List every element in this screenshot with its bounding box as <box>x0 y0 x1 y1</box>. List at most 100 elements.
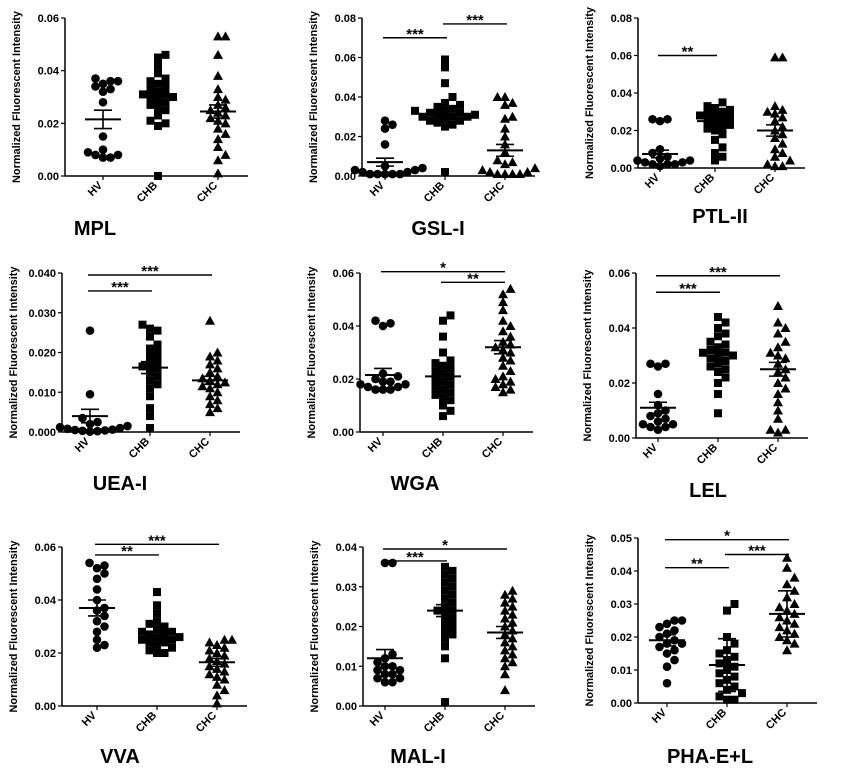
data-point-chc <box>219 674 230 684</box>
x-tick-label: CHC <box>194 710 219 735</box>
data-point-chc <box>490 374 501 383</box>
data-point-hv <box>98 79 108 89</box>
data-point-chb <box>154 53 162 62</box>
data-point-chc <box>773 317 783 327</box>
data-point-hv <box>92 616 102 626</box>
significance-label: *** <box>466 12 484 29</box>
data-point-chc <box>492 169 503 179</box>
data-point-chc <box>507 593 518 603</box>
panel-title: MPL <box>74 218 116 240</box>
data-point-chb <box>418 112 427 121</box>
y-tick-label: 0.04 <box>333 321 355 333</box>
data-point-chb <box>160 638 169 647</box>
data-point-chb <box>153 380 162 389</box>
x-tick-label: CHC <box>755 442 780 467</box>
data-point-chb <box>161 106 170 115</box>
data-point-chb <box>448 93 457 101</box>
data-point-chb <box>146 100 155 109</box>
data-point-chb <box>448 622 457 631</box>
y-tick-label: 0.02 <box>611 632 632 644</box>
data-point-hv <box>106 76 115 86</box>
data-point-chb <box>446 364 455 373</box>
data-point-chb <box>153 588 161 597</box>
data-point-chb <box>441 79 449 88</box>
data-point-chc <box>212 663 222 673</box>
y-tick-label: 0.04 <box>35 595 57 607</box>
data-point-chb <box>441 594 449 603</box>
data-point-chb <box>441 122 449 131</box>
data-point-hv <box>388 120 397 129</box>
data-point-hv <box>373 169 382 179</box>
data-point-chc <box>205 399 215 409</box>
data-point-hv <box>100 561 109 570</box>
data-point-chc <box>204 669 215 679</box>
data-point-chc <box>777 121 788 131</box>
data-point-chb <box>439 361 447 370</box>
y-tick-label: 0.02 <box>335 132 356 144</box>
data-point-chb <box>441 55 449 64</box>
data-point-chb <box>448 598 457 607</box>
x-tick-label: HV <box>650 706 670 726</box>
data-point-hv <box>388 669 397 679</box>
data-point-hv <box>653 417 663 426</box>
y-tick-label: 0.00 <box>611 163 632 175</box>
data-point-chb <box>703 124 712 133</box>
data-point-chb <box>711 135 719 144</box>
data-point-chb <box>138 627 146 636</box>
data-point-chc <box>770 108 780 118</box>
data-point-chc <box>213 134 223 144</box>
data-point-hv <box>677 616 687 625</box>
data-point-chc <box>220 149 231 159</box>
data-point-chc <box>770 52 780 62</box>
data-point-chb <box>146 392 154 401</box>
data-point-hv <box>410 165 420 175</box>
data-point-hv <box>378 321 388 331</box>
data-point-hv <box>371 316 380 326</box>
data-point-chb <box>146 116 155 125</box>
data-point-hv <box>633 156 642 165</box>
y-tick-label: 0.05 <box>611 533 632 545</box>
data-point-chb <box>463 112 472 121</box>
significance-label: *** <box>709 264 727 281</box>
data-point-chc <box>773 427 783 437</box>
data-point-chc <box>212 690 222 700</box>
data-point-chb <box>446 406 455 415</box>
significance-label: *** <box>679 280 697 297</box>
data-point-chc <box>213 70 223 80</box>
data-point-chb <box>439 385 447 394</box>
data-point-chc <box>773 328 783 338</box>
data-point-chc <box>220 110 231 120</box>
data-point-chc <box>507 169 518 179</box>
data-point-chc <box>212 648 222 657</box>
x-tick-label: CHB <box>692 172 717 197</box>
y-tick-label: 0.00 <box>335 171 356 183</box>
data-point-hv <box>115 423 125 433</box>
data-point-chc <box>220 118 231 128</box>
data-point-chc <box>507 97 518 107</box>
data-point-chc <box>500 637 510 647</box>
data-point-chb <box>154 69 162 78</box>
data-point-chc <box>212 640 222 650</box>
data-point-chb <box>711 156 719 165</box>
data-point-chb <box>730 672 739 681</box>
data-point-chb <box>703 109 712 118</box>
data-point-hv <box>78 413 87 423</box>
data-point-chb <box>441 562 449 571</box>
data-point-chc <box>219 685 230 695</box>
data-point-chc <box>507 649 518 659</box>
y-tick-label: 0.000 <box>28 427 56 439</box>
data-point-hv <box>85 427 95 436</box>
y-tick-label: 0.02 <box>609 378 630 390</box>
data-point-hv <box>380 558 390 568</box>
data-point-chb <box>726 113 734 122</box>
data-point-chb <box>138 362 147 371</box>
data-point-chc <box>507 617 518 627</box>
data-point-hv <box>393 372 403 381</box>
data-point-chb <box>699 348 707 357</box>
data-point-hv <box>91 150 100 160</box>
data-point-chc <box>498 360 508 370</box>
data-point-chb <box>715 692 724 701</box>
y-tick-label: 0.020 <box>28 348 56 360</box>
data-point-chb <box>433 102 442 111</box>
